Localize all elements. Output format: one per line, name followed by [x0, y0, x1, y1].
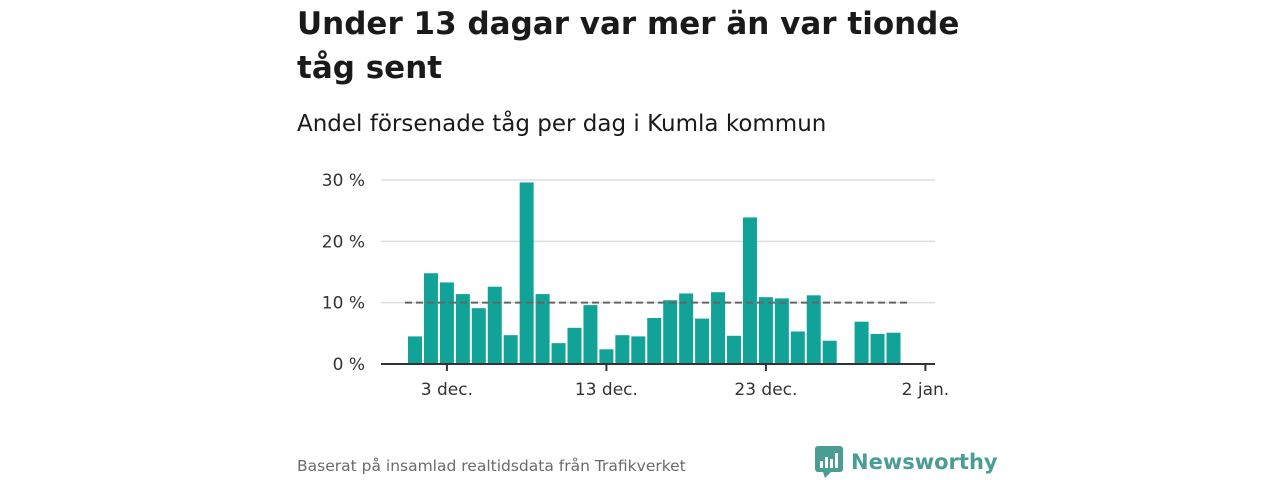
bar: [822, 340, 837, 364]
bar: [487, 286, 502, 364]
x-tick-label: 3 dec.: [421, 380, 473, 400]
x-axis-labels: 3 dec. 13 dec. 23 dec. 2 jan.: [421, 380, 949, 400]
bar: [631, 336, 646, 364]
x-tick-label: 23 dec.: [734, 380, 797, 400]
bar: [854, 321, 869, 364]
bar: [535, 294, 550, 364]
bar: [503, 335, 518, 364]
bar: [663, 300, 678, 364]
brand-name: Newsworthy: [851, 450, 998, 474]
bar: [679, 293, 694, 364]
chart-subtitle: Andel försenade tåg per dag i Kumla komm…: [297, 111, 827, 137]
bar: [774, 298, 789, 364]
bar: [886, 332, 901, 364]
bar: [471, 308, 486, 364]
bar: [742, 217, 757, 364]
bar: [599, 349, 614, 364]
bar: [439, 282, 454, 364]
y-tick-label: 10 %: [322, 294, 365, 314]
bar: [870, 333, 885, 364]
source-note: Baserat på insamlad realtidsdata från Tr…: [297, 457, 686, 475]
bar: [519, 182, 534, 364]
y-tick-label: 20 %: [322, 232, 365, 252]
bar: [423, 273, 438, 364]
newsworthy-logo-icon: [815, 446, 843, 478]
bar: [758, 297, 773, 364]
y-tick-label: 0 %: [333, 355, 365, 375]
x-tick-label: 2 jan.: [902, 380, 950, 400]
bar: [567, 327, 582, 364]
bar: [583, 305, 598, 364]
bar: [727, 335, 741, 364]
bar: [806, 295, 821, 364]
newsworthy-logo[interactable]: Newsworthy: [815, 446, 998, 478]
y-tick-label: 30 %: [322, 171, 365, 191]
gridlines: [381, 179, 935, 304]
bar: [615, 335, 630, 364]
bar: [790, 331, 805, 364]
bar: [647, 318, 662, 364]
chart-title: Under 13 dagar var mer än var tionde tåg…: [297, 6, 960, 86]
bar: [455, 294, 470, 364]
bar: [551, 343, 566, 364]
bar: [408, 336, 422, 364]
bar: [711, 292, 726, 364]
bars: [408, 182, 901, 364]
y-axis-labels: 0 % 10 % 20 % 30 %: [322, 171, 365, 375]
bar-chart: 0 % 10 % 20 % 30 % 3 dec. 13 dec. 23 dec. 2 ja…: [322, 171, 949, 400]
x-axis: [381, 363, 935, 371]
x-tick-label: 13 dec.: [575, 380, 638, 400]
bar: [695, 318, 710, 364]
